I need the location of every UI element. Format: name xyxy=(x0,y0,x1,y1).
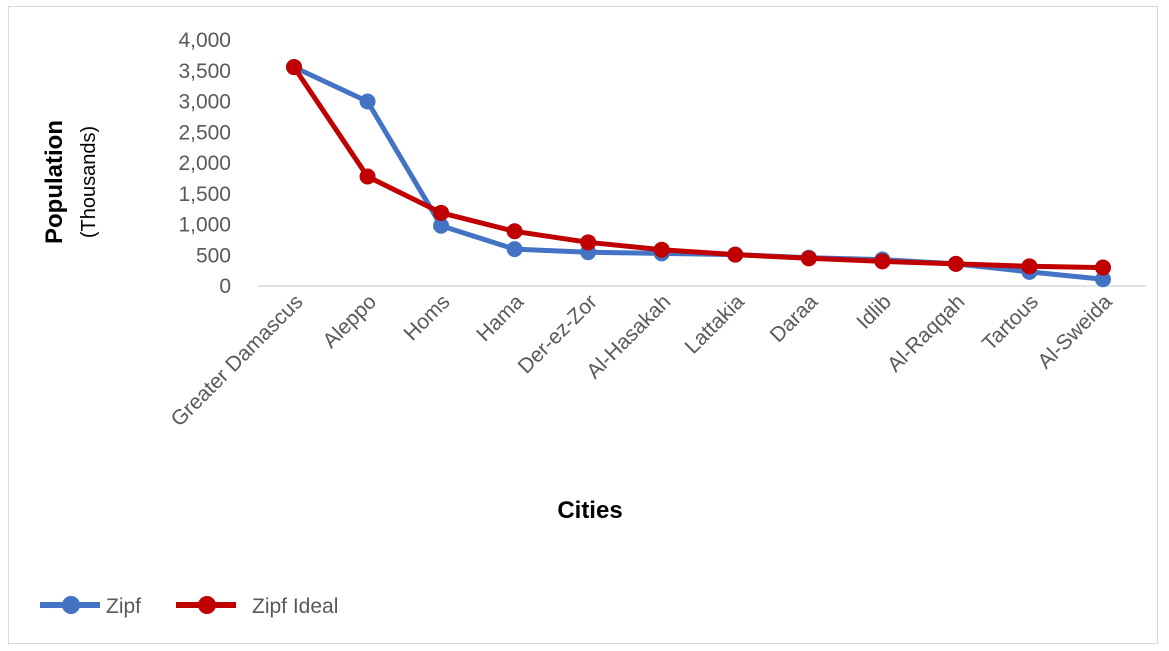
data-point xyxy=(580,234,597,251)
data-point xyxy=(286,59,302,76)
y-axis-label: Population xyxy=(41,120,68,244)
y-tick-label: 3,500 xyxy=(178,60,231,83)
x-tick-labels: Greater Damascus Aleppo Homs HamaDer-ez-Zor… xyxy=(167,290,1117,431)
x-axis-label: Cities xyxy=(557,497,622,524)
y-tick-label: 4,000 xyxy=(178,29,231,52)
legend-label: Zipf xyxy=(106,595,141,618)
x-tick-label: Idlib xyxy=(852,290,896,334)
y-tick-label: 1,000 xyxy=(178,214,231,237)
series-group xyxy=(286,59,1111,288)
series-zipf-ideal xyxy=(286,59,1111,276)
data-point xyxy=(433,217,450,234)
data-point xyxy=(653,241,670,258)
legend-item: Zipf Ideal xyxy=(176,595,338,618)
x-tick-label: Homs xyxy=(400,290,455,345)
legend-item: Zipf xyxy=(40,595,141,618)
x-tick-label: Hama xyxy=(472,290,528,346)
y-tick-label: 3,000 xyxy=(178,91,231,114)
x-tick-label: Aleppo xyxy=(319,290,382,353)
legend-swatch-marker xyxy=(198,596,216,614)
data-point xyxy=(727,246,744,263)
data-point xyxy=(1095,259,1111,276)
data-point xyxy=(1095,271,1111,288)
x-tick-label: Lattakia xyxy=(681,290,749,358)
y-axis-unit: (Thousands) xyxy=(78,126,100,238)
y-tick-label: 1,500 xyxy=(178,183,231,206)
data-point xyxy=(874,253,891,270)
y-tick-label: 2,500 xyxy=(178,121,231,144)
legend: Zipf Zipf Ideal xyxy=(40,595,338,618)
data-point xyxy=(947,255,964,272)
y-tick-label: 2,000 xyxy=(178,152,231,175)
data-point xyxy=(433,204,450,221)
legend-swatch-marker xyxy=(62,596,80,614)
series-line xyxy=(291,64,1106,271)
data-point xyxy=(359,93,376,110)
chart-frame xyxy=(8,6,1158,644)
x-tick-label: Al-Raqqah xyxy=(883,290,969,376)
data-point xyxy=(800,250,817,267)
legend-label: Zipf Ideal xyxy=(252,595,338,618)
data-point xyxy=(1021,258,1038,275)
data-point xyxy=(506,223,523,240)
data-point xyxy=(506,241,523,258)
series-line xyxy=(291,64,1106,282)
y-tick-label: 0 xyxy=(219,275,231,298)
y-axis-title: Population (Thousands) xyxy=(41,120,100,244)
x-tick-label: Daraa xyxy=(766,290,823,347)
x-tick-label: Al-Sweida xyxy=(1033,290,1116,373)
y-tick-labels: 0 500 1,000 1,500 2,000 2,500 3,000 3,500 4,000 xyxy=(178,29,231,298)
y-tick-label: 500 xyxy=(196,244,231,267)
data-point xyxy=(359,168,376,185)
x-tick-label: Tartous xyxy=(978,290,1043,355)
x-tick-label: Greater Damascus xyxy=(167,290,308,431)
